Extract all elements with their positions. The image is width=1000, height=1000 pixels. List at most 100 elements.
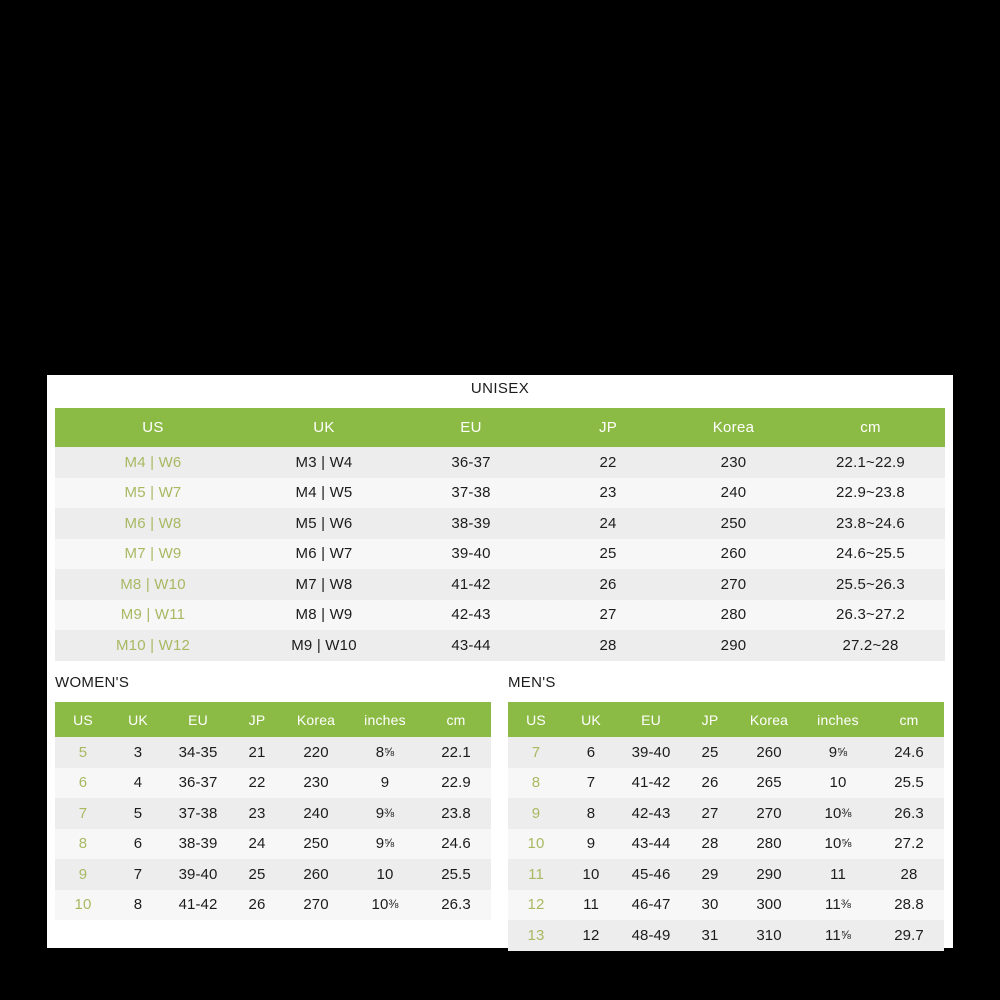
table-cell: 10⅜ [371, 896, 399, 914]
fraction-glyph: ⅝ [384, 836, 395, 851]
table-cell: 23.8~24.6 [836, 514, 905, 532]
unisex-size-table: US UK EU JP Korea cm M4 | W6 M3 | W4 36-37… [55, 408, 945, 661]
table-cell: 220 [303, 743, 329, 761]
table-cell: M8 | W10 [120, 575, 186, 593]
fraction-glyph: ⅝ [841, 836, 852, 851]
table-cell: M3 | W4 [295, 453, 353, 471]
table-cell: 8 [78, 835, 88, 853]
mens-col-jp: JP [684, 702, 736, 737]
table-cell: 22.9~23.8 [836, 484, 905, 502]
table-cell: 8 [133, 896, 143, 914]
table-row: 8 6 38-39 24 250 9⅝ 24.6 [55, 828, 491, 859]
table-cell: 38-39 [178, 835, 218, 853]
table-row: 8 7 41-42 26 265 10 25.5 [508, 767, 944, 798]
table-cell: 9 [586, 835, 596, 853]
table-cell: 9⅝ [828, 743, 848, 761]
table-row: M6 | W8 M5 | W6 38-39 24 250 23.8~24.6 [55, 508, 945, 539]
womens-col-korea: Korea [283, 702, 349, 737]
table-cell: 270 [303, 896, 329, 914]
table-cell: 10 [829, 774, 847, 792]
table-cell: 10 [527, 835, 545, 853]
womens-size-table: US UK EU JP Korea inches cm 5 3 34-35 21 220… [55, 702, 491, 920]
fraction-glyph: ⅜ [388, 897, 399, 912]
table-cell: 28 [900, 865, 918, 883]
table-cell: 45-46 [631, 865, 671, 883]
table-cell: 240 [720, 484, 747, 502]
table-cell: 8 [531, 774, 541, 792]
table-cell: 26.3 [894, 804, 924, 822]
table-cell: 34-35 [178, 743, 218, 761]
table-cell: 240 [303, 804, 329, 822]
table-cell: 42-43 [631, 804, 671, 822]
table-cell: 30 [701, 896, 719, 914]
mens-table-body: 7 6 39-40 25 260 9⅝ 24.6 8 7 41-42 26 265 10 25.5 9 8 42… [508, 737, 944, 951]
table-cell: 24.6~25.5 [836, 545, 905, 563]
table-cell: 26.3 [441, 896, 471, 914]
table-cell: 11⅜ [825, 896, 851, 914]
table-cell: 260 [303, 865, 329, 883]
table-row: 12 11 46-47 30 300 11⅜ 28.8 [508, 889, 944, 920]
table-cell: 21 [248, 743, 266, 761]
table-cell: 10 [74, 896, 92, 914]
table-cell: 22.1 [441, 743, 471, 761]
unisex-col-uk: UK [251, 408, 397, 447]
table-cell: 39-40 [451, 545, 491, 563]
table-cell: 27.2~28 [842, 636, 899, 654]
womens-col-inches: inches [349, 702, 421, 737]
mens-table-title: MEN'S [508, 674, 556, 691]
table-cell: 10⅜ [824, 804, 852, 822]
table-cell: 25.5 [441, 865, 471, 883]
table-cell: 13 [527, 926, 545, 944]
table-cell: 8 [586, 804, 596, 822]
fraction-glyph: ⅜ [840, 897, 851, 912]
table-cell: 7 [586, 774, 596, 792]
table-cell: 6 [586, 743, 596, 761]
table-cell: 3 [133, 743, 143, 761]
table-cell: 46-47 [631, 896, 671, 914]
table-cell: 9 [531, 804, 541, 822]
table-cell: 11⅝ [825, 926, 851, 944]
table-cell: 31 [701, 926, 719, 944]
table-cell: 10⅝ [824, 835, 852, 853]
table-row: 10 9 43-44 28 280 10⅝ 27.2 [508, 828, 944, 859]
womens-col-cm: cm [421, 702, 491, 737]
table-row: M7 | W9 M6 | W7 39-40 25 260 24.6~25.5 [55, 538, 945, 569]
table-cell: 10 [376, 865, 394, 883]
table-cell: 9⅜ [375, 804, 395, 822]
unisex-header-row: US UK EU JP Korea cm [55, 408, 945, 447]
table-row: M9 | W11 M8 | W9 42-43 27 280 26.3~27.2 [55, 599, 945, 630]
unisex-col-cm: cm [796, 408, 945, 447]
table-cell: M7 | W9 [124, 545, 182, 563]
mens-col-us: US [508, 702, 564, 737]
mens-size-table: US UK EU JP Korea inches cm 7 6 39-40 25 260… [508, 702, 944, 951]
table-cell: 36-37 [178, 774, 218, 792]
table-cell: 26.3~27.2 [836, 606, 905, 624]
table-row: 5 3 34-35 21 220 8⅝ 22.1 [55, 737, 491, 768]
table-cell: 25.5~26.3 [836, 575, 905, 593]
table-cell: 10 [582, 865, 600, 883]
fraction-glyph: ⅝ [837, 744, 848, 759]
table-cell: 7 [133, 865, 143, 883]
table-row: M10 | W12 M9 | W10 43-44 28 290 27.2~28 [55, 630, 945, 661]
table-cell: 300 [756, 896, 782, 914]
table-cell: M5 | W7 [124, 484, 182, 502]
table-cell: 39-40 [631, 743, 671, 761]
table-cell: M5 | W6 [295, 514, 353, 532]
table-cell: 5 [133, 804, 143, 822]
table-cell: 29.7 [894, 926, 924, 944]
table-cell: 22 [248, 774, 266, 792]
table-cell: 43-44 [451, 636, 491, 654]
unisex-col-korea: Korea [671, 408, 796, 447]
womens-col-eu: EU [165, 702, 231, 737]
table-cell: 230 [720, 453, 747, 471]
table-cell: 37-38 [178, 804, 218, 822]
table-cell: M7 | W8 [295, 575, 353, 593]
table-cell: 24.6 [441, 835, 471, 853]
table-cell: 11 [830, 865, 846, 883]
fraction-glyph: ⅝ [840, 927, 851, 942]
table-row: 7 6 39-40 25 260 9⅝ 24.6 [508, 737, 944, 768]
mens-col-eu: EU [618, 702, 684, 737]
table-row: 11 10 45-46 29 290 11 28 [508, 859, 944, 890]
fraction-glyph: ⅝ [384, 744, 395, 759]
table-cell: 8⅝ [375, 743, 395, 761]
